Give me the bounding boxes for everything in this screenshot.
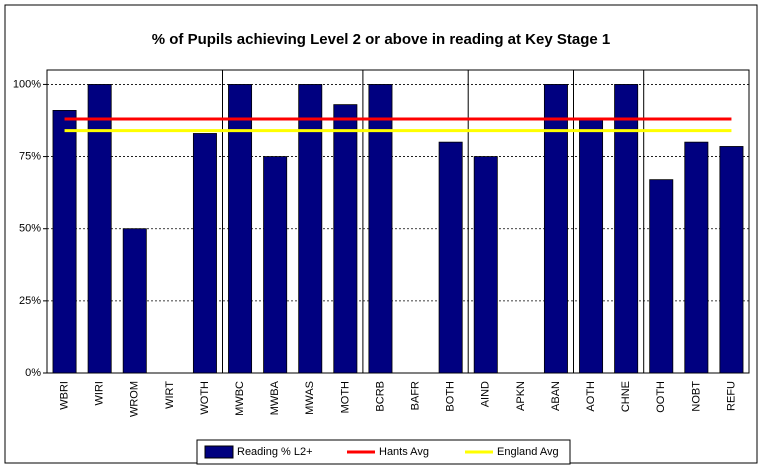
bar (684, 141, 709, 374)
y-tick-label: 50% (19, 223, 41, 235)
legend-swatch (204, 445, 234, 459)
bar (614, 84, 639, 374)
chart-title: % of Pupils achieving Level 2 or above i… (152, 31, 610, 48)
bar (719, 146, 744, 374)
x-tick-label: BAFR (409, 381, 421, 410)
legend-box (196, 439, 571, 465)
x-tick-label: AIND (480, 381, 492, 407)
bar (298, 84, 323, 374)
x-tick-label: WBRI (58, 381, 70, 410)
x-tick-label: WIRT (164, 381, 176, 409)
x-tick-label: BOTH (445, 381, 457, 412)
x-tick-label: WOTH (199, 381, 211, 415)
x-tick-label: OOTH (655, 381, 667, 413)
bar (263, 156, 288, 374)
bar (333, 104, 358, 374)
y-tick-label: 25% (19, 295, 41, 307)
x-tick-label: MWBA (269, 380, 281, 415)
bar (579, 118, 604, 374)
x-tick-label: CHNE (620, 381, 632, 412)
x-tick-label: WIRI (94, 381, 106, 405)
bar (192, 133, 217, 374)
x-tick-label: ABAN (550, 381, 562, 411)
x-tick-label: MOTH (339, 381, 351, 413)
x-tick-label: APKN (515, 381, 527, 411)
bar (368, 84, 393, 374)
x-tick-label: NOBT (690, 381, 702, 412)
x-tick-label: MWAS (304, 381, 316, 415)
x-tick-label: BCRB (374, 381, 386, 412)
bar (649, 179, 674, 374)
x-tick-label: WROM (129, 381, 141, 417)
legend-label: Reading % L2+ (237, 446, 313, 458)
legend-label: England Avg (497, 446, 559, 458)
bar (87, 84, 112, 374)
legend-label: Hants Avg (379, 446, 429, 458)
x-tick-label: REFU (725, 381, 737, 411)
bar (438, 141, 463, 374)
bar (543, 84, 568, 374)
bar (122, 228, 147, 374)
bar (228, 84, 253, 374)
y-tick-label: 0% (25, 367, 41, 379)
y-tick-label: 75% (19, 150, 41, 162)
y-tick-label: 100% (13, 78, 41, 90)
bar (473, 156, 498, 374)
bar (52, 110, 77, 374)
x-tick-label: AOTH (585, 381, 597, 412)
x-tick-label: MWBC (234, 381, 246, 416)
